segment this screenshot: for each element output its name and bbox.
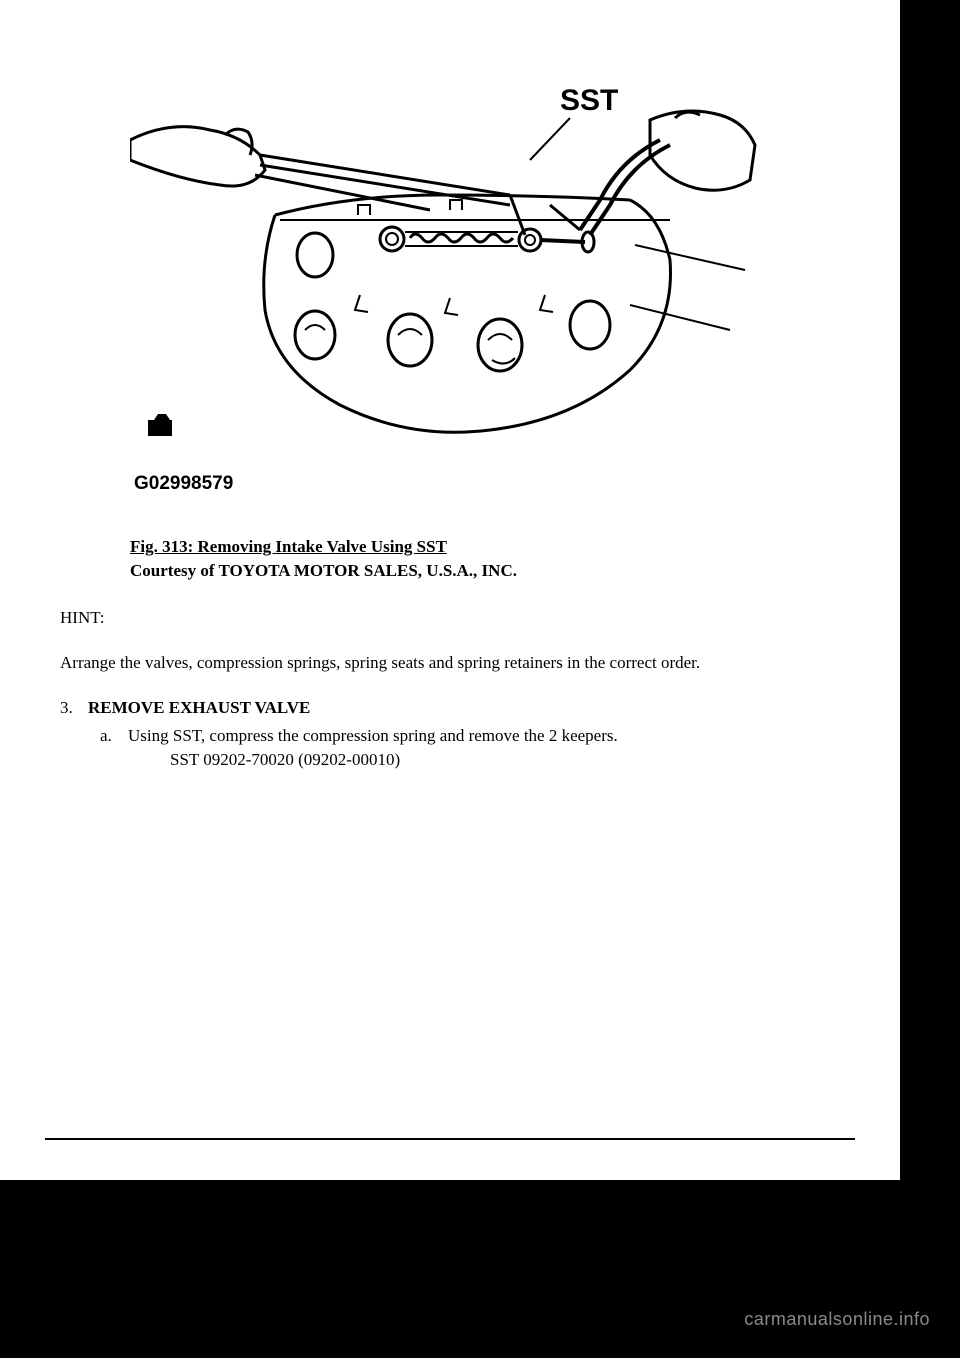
- step-number: 3.: [60, 698, 88, 718]
- figure-illustration: SST: [130, 60, 770, 460]
- compression-spring: [405, 232, 518, 246]
- substep-text: Using SST, compress the compression spri…: [128, 726, 618, 746]
- reference-icon: [148, 414, 172, 436]
- step-title: REMOVE EXHAUST VALVE: [88, 698, 310, 718]
- figure-caption: Fig. 313: Removing Intake Valve Using SS…: [130, 535, 840, 583]
- page-container: SST: [0, 0, 900, 1180]
- bottom-rule: [45, 1138, 855, 1140]
- figure-courtesy: Courtesy of TOYOTA MOTOR SALES, U.S.A., …: [130, 559, 840, 583]
- sst-number-line: SST 09202-70020 (09202-00010): [170, 750, 840, 770]
- figure-code: G02998579: [134, 473, 840, 495]
- watermark: carmanualsonline.info: [744, 1309, 930, 1330]
- hint-label: HINT:: [60, 608, 840, 628]
- hint-text: Arrange the valves, compression springs,…: [60, 653, 840, 673]
- step-item: 3. REMOVE EXHAUST VALVE: [60, 698, 840, 718]
- figure-area: SST: [130, 60, 840, 495]
- substep-item: a. Using SST, compress the compression s…: [100, 726, 840, 746]
- substep-letter: a.: [100, 726, 128, 746]
- figure-title: Fig. 313: Removing Intake Valve Using SS…: [130, 535, 840, 559]
- sst-label: SST: [560, 84, 618, 117]
